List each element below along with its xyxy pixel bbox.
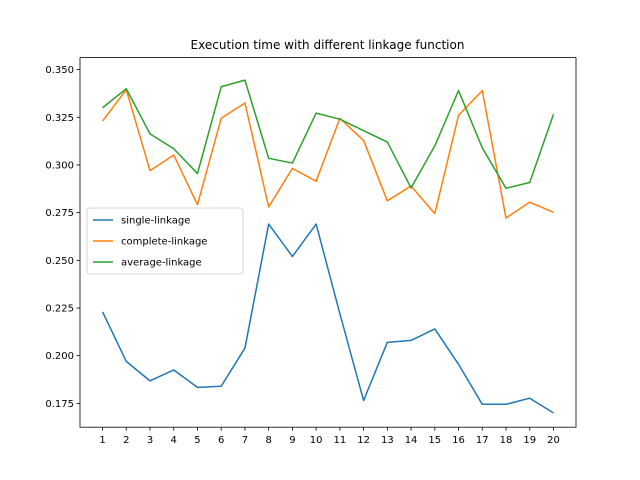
x-tick-label: 10 <box>310 435 323 446</box>
y-tick-label: 0.300 <box>45 160 74 171</box>
x-tick-label: 17 <box>476 435 489 446</box>
series-line-average-linkage <box>102 79 555 189</box>
plot-frame <box>79 57 577 428</box>
x-tick-label: 1 <box>99 435 105 446</box>
x-tick-label: 15 <box>428 435 441 446</box>
legend-box <box>86 207 244 275</box>
x-tick-label: 6 <box>218 435 224 446</box>
x-tick-label: 12 <box>357 435 370 446</box>
x-tick-label: 19 <box>523 435 536 446</box>
series-line-single-linkage <box>101 223 554 414</box>
x-tick-label: 7 <box>242 435 248 446</box>
y-tick-label: 0.275 <box>45 208 74 219</box>
x-tick-label: 8 <box>265 435 271 446</box>
legend-label: complete-linkage <box>121 237 207 248</box>
x-tick-label: 5 <box>194 435 200 446</box>
x-tick-label: 14 <box>405 435 418 446</box>
x-tick-label: 18 <box>500 435 513 446</box>
x-axis: 1 2 3 4 5 6 7 8 9 10 11 12 13 14 15 16 17 18 19 20 <box>99 427 560 446</box>
legend: single-linkage complete-linkage average-li… <box>86 207 244 275</box>
chart-title: Execution time with different linkage fu… <box>191 38 465 52</box>
y-tick-label: 0.225 <box>45 304 74 315</box>
x-tick-label: 20 <box>547 435 560 446</box>
x-tick-label: 13 <box>381 435 394 446</box>
x-tick-label: 9 <box>289 435 295 446</box>
plot-lines <box>101 79 555 414</box>
y-tick-label: 0.175 <box>45 399 74 410</box>
legend-label: single-linkage <box>121 216 190 227</box>
legend-label: average-linkage <box>121 258 202 269</box>
y-tick-label: 0.325 <box>45 113 74 124</box>
x-tick-label: 4 <box>171 435 177 446</box>
y-tick-label: 0.200 <box>45 351 74 362</box>
x-tick-label: 2 <box>123 435 129 446</box>
y-axis: 0.175 0.200 0.225 0.250 0.275 0.300 0.325 0.350 <box>45 65 80 410</box>
y-tick-label: 0.350 <box>45 65 74 76</box>
y-tick-label: 0.250 <box>45 256 74 267</box>
x-tick-label: 11 <box>333 435 346 446</box>
series-line-complete-linkage <box>101 88 554 219</box>
x-tick-label: 16 <box>452 435 465 446</box>
x-tick-label: 3 <box>147 435 153 446</box>
